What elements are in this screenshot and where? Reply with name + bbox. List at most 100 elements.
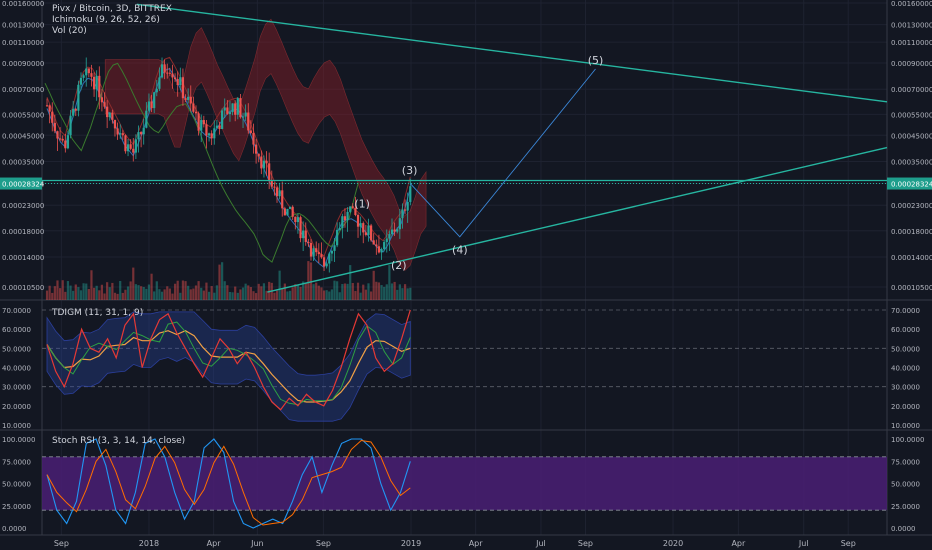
volume-bar: [51, 292, 54, 300]
x-tick-label: Sep: [841, 539, 856, 548]
candle-body: [129, 144, 132, 149]
volume-bar: [72, 290, 75, 300]
candle-body: [150, 101, 153, 109]
candle-body: [231, 103, 234, 113]
y-tick-label-right: 0.00090000: [891, 60, 932, 68]
candle-body: [320, 254, 323, 258]
volume-bar: [346, 283, 349, 300]
volume-bar: [79, 290, 83, 300]
candle-body: [119, 133, 122, 135]
candle-body: [142, 127, 145, 135]
candle-body: [106, 106, 109, 118]
candle-body: [202, 120, 205, 125]
volume-bar: [121, 292, 124, 300]
volume-bar: [302, 281, 305, 300]
wave-label: (5): [588, 54, 604, 67]
volume-bar: [142, 286, 145, 300]
ichimoku-label[interactable]: Ichimoku (9, 26, 52, 26): [52, 15, 160, 25]
volume-bar: [100, 284, 104, 300]
candle-body: [265, 160, 268, 164]
price-tag-left: [0, 177, 42, 190]
candle-body: [359, 223, 362, 227]
volume-bar: [317, 285, 320, 300]
volume-bar: [194, 285, 198, 300]
volume-bar: [369, 291, 373, 300]
candle-body: [236, 98, 239, 115]
tdi-tick-left: 50.0000: [2, 345, 31, 353]
candle-body: [252, 133, 255, 145]
candle-body: [343, 216, 347, 221]
volume-bar: [56, 280, 59, 300]
volume-label[interactable]: Vol (20): [52, 26, 87, 36]
y-tick-label-left: 0.00010500: [2, 284, 44, 292]
candle-body: [121, 133, 124, 136]
candle-body: [140, 132, 143, 135]
volume-bar: [268, 281, 271, 300]
candle-body: [207, 133, 211, 136]
volume-bar: [288, 290, 292, 300]
candle-body: [362, 223, 365, 233]
volume-bar: [322, 290, 326, 300]
tdi-legend[interactable]: TDIGM (11, 31, 1, 9): [52, 308, 144, 318]
candle-body: [215, 125, 219, 129]
candle-body: [270, 180, 273, 187]
tdi-tick-right: 70.0000: [891, 307, 920, 315]
volume-bar: [126, 286, 130, 300]
tdi-tick-right: 10.0000: [891, 422, 920, 430]
y-tick-label-left: 0.00055000: [2, 111, 44, 119]
x-tick-label: Jul: [535, 539, 546, 548]
price-tag-right-label: 0.00028324: [891, 181, 932, 189]
volume-bar: [95, 285, 98, 300]
kumo-cloud: [104, 18, 427, 272]
volume-bar: [163, 289, 166, 300]
candle-body: [113, 119, 117, 129]
stoch-legend[interactable]: Stoch RSI (3, 3, 14, 14, close): [52, 436, 186, 446]
volume-bar: [213, 292, 216, 300]
volume-bar: [388, 265, 391, 300]
volume-bar: [77, 287, 80, 300]
candle-body: [200, 120, 203, 131]
volume-bar: [207, 291, 211, 300]
volume-bar: [236, 292, 239, 300]
tdi-tick-right: 40.0000: [891, 365, 920, 373]
volume-bar: [307, 261, 310, 300]
volume-bar: [179, 292, 182, 300]
volume-bar: [61, 280, 64, 300]
x-tick-label: Sep: [54, 539, 69, 548]
stoch-tick-left: 75.0000: [2, 458, 31, 466]
candle-body: [218, 125, 221, 130]
volume-bar: [401, 288, 404, 300]
candle-body: [354, 207, 357, 215]
volume-bar: [200, 287, 203, 300]
tdi-tick-right: 60.0000: [891, 326, 920, 334]
volume-bar: [48, 285, 51, 300]
candle-body: [77, 84, 80, 111]
candle-body: [87, 68, 90, 74]
candle-body: [163, 64, 166, 73]
volume-bar: [273, 292, 276, 300]
volume-bar: [364, 289, 367, 300]
candle-body: [61, 138, 64, 141]
tdi-tick-left: 30.0000: [2, 384, 31, 392]
volume-bar: [132, 267, 135, 300]
volume-bar: [377, 282, 381, 300]
volume-bar: [166, 286, 169, 300]
candle-body: [315, 248, 318, 253]
candle-body: [158, 77, 161, 89]
x-tick-label: Jul: [798, 539, 809, 548]
volume-bar: [396, 289, 399, 300]
candle-body: [166, 72, 169, 74]
volume-bar: [406, 288, 409, 300]
candle-body: [194, 111, 198, 114]
candle-body: [111, 112, 114, 120]
y-tick-label-right: 0.00055000: [891, 111, 932, 119]
volume-bar: [45, 290, 49, 300]
candle-body: [403, 209, 407, 211]
candle-body: [108, 112, 111, 118]
volume-bar: [244, 283, 247, 300]
volume-bar: [359, 292, 362, 300]
candle-body: [388, 234, 391, 239]
volume-bar: [383, 286, 386, 300]
symbol-title[interactable]: Pivx / Bitcoin, 3D, BITTREX: [52, 4, 172, 14]
